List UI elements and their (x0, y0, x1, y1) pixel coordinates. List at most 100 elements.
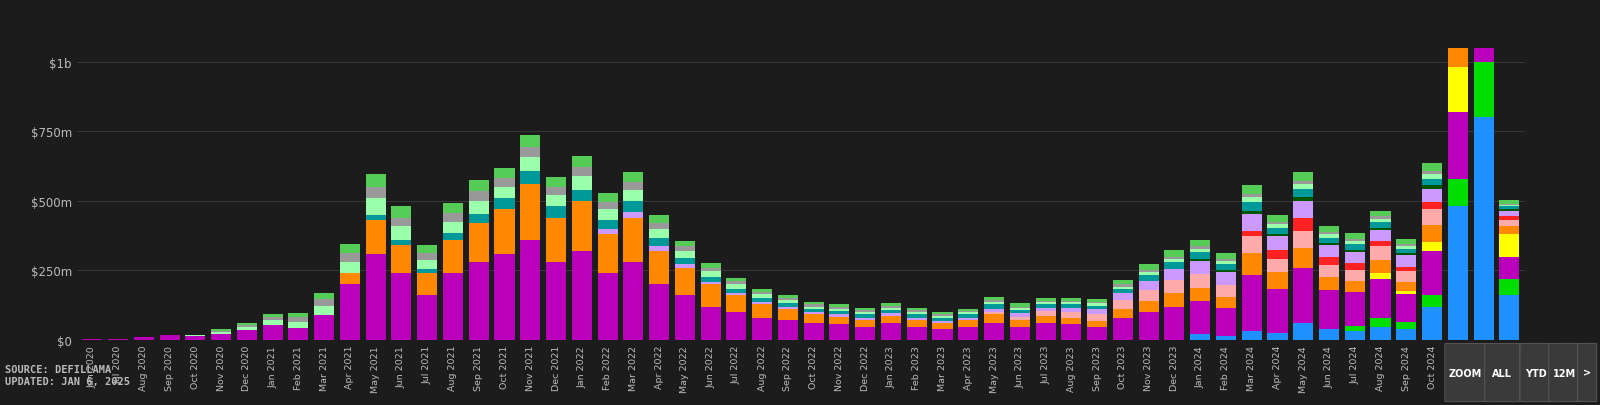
Bar (907, 308, 926, 310)
Bar (134, 337, 154, 340)
Bar (650, 247, 669, 252)
Bar (1422, 175, 1442, 179)
Bar (1448, 0, 1467, 15)
Bar (701, 264, 720, 268)
Bar (778, 300, 798, 303)
Bar (1165, 250, 1184, 257)
Bar (752, 292, 773, 295)
Bar (1344, 326, 1365, 331)
Bar (520, 185, 541, 240)
Bar (882, 310, 901, 313)
Bar (1086, 299, 1107, 303)
Bar (650, 238, 669, 247)
Bar (854, 308, 875, 310)
Bar (933, 315, 952, 316)
Bar (1499, 204, 1520, 205)
Bar (1086, 315, 1107, 321)
Bar (1422, 189, 1442, 202)
Bar (984, 297, 1005, 300)
Bar (1397, 267, 1416, 271)
Text: ALL: ALL (1493, 368, 1512, 377)
Bar (186, 336, 205, 340)
Bar (1293, 324, 1314, 340)
Bar (1422, 226, 1442, 243)
Bar (1190, 247, 1210, 249)
Bar (1216, 270, 1235, 273)
Bar (1397, 271, 1416, 282)
Bar (314, 315, 334, 340)
Bar (469, 215, 488, 224)
Bar (1344, 250, 1365, 252)
Bar (1293, 201, 1314, 218)
Text: ZOOM: ZOOM (1450, 368, 1482, 377)
Bar (1061, 298, 1082, 301)
Bar (1397, 291, 1416, 295)
Bar (1035, 303, 1056, 305)
Text: SOURCE: DEFILLAMA
UPDATED: JAN 6, 2025: SOURCE: DEFILLAMA UPDATED: JAN 6, 2025 (5, 364, 130, 386)
Bar (958, 309, 978, 311)
Bar (958, 320, 978, 327)
Bar (418, 254, 437, 260)
Bar (546, 218, 566, 262)
Bar (597, 220, 618, 229)
Bar (237, 330, 258, 340)
Bar (624, 262, 643, 340)
Bar (494, 198, 515, 210)
Bar (1499, 201, 1520, 204)
Bar (752, 303, 773, 305)
Bar (1397, 295, 1416, 322)
Bar (1422, 243, 1442, 252)
Bar (262, 320, 283, 325)
Bar (443, 213, 462, 222)
Bar (933, 324, 952, 329)
Bar (1344, 241, 1365, 245)
Bar (1061, 325, 1082, 340)
Bar (882, 308, 901, 310)
Bar (443, 204, 462, 213)
Bar (1344, 239, 1365, 241)
Bar (443, 273, 462, 340)
Bar (1499, 207, 1520, 210)
Bar (829, 315, 850, 317)
Bar (520, 148, 541, 158)
Bar (624, 218, 643, 262)
Bar (1190, 301, 1210, 335)
Bar (1344, 245, 1365, 250)
Bar (1474, 62, 1494, 118)
Bar (726, 296, 747, 312)
Bar (571, 157, 592, 168)
Bar (958, 318, 978, 320)
Bar (1318, 243, 1339, 246)
Bar (392, 273, 411, 340)
Bar (1318, 290, 1339, 329)
Bar (1371, 318, 1390, 327)
Bar (1397, 256, 1416, 267)
Bar (624, 173, 643, 183)
Bar (314, 300, 334, 306)
Bar (984, 309, 1005, 312)
Bar (314, 293, 334, 300)
Bar (469, 262, 488, 340)
Bar (624, 190, 643, 201)
Bar (1165, 259, 1184, 262)
Bar (1293, 198, 1314, 201)
Bar (1293, 189, 1314, 198)
Bar (701, 285, 720, 307)
Bar (1190, 240, 1210, 247)
Bar (418, 260, 437, 269)
Bar (829, 311, 850, 315)
Bar (186, 335, 205, 336)
Bar (1318, 227, 1339, 232)
Bar (1318, 238, 1339, 243)
Bar (1216, 254, 1235, 259)
Bar (339, 262, 360, 273)
Bar (1216, 264, 1235, 270)
Bar (211, 331, 230, 332)
Bar (933, 318, 952, 321)
Bar (1267, 289, 1288, 334)
Bar (984, 312, 1005, 315)
Bar (1165, 280, 1184, 294)
Bar (418, 296, 437, 340)
Bar (1371, 279, 1390, 318)
Bar (882, 313, 901, 316)
